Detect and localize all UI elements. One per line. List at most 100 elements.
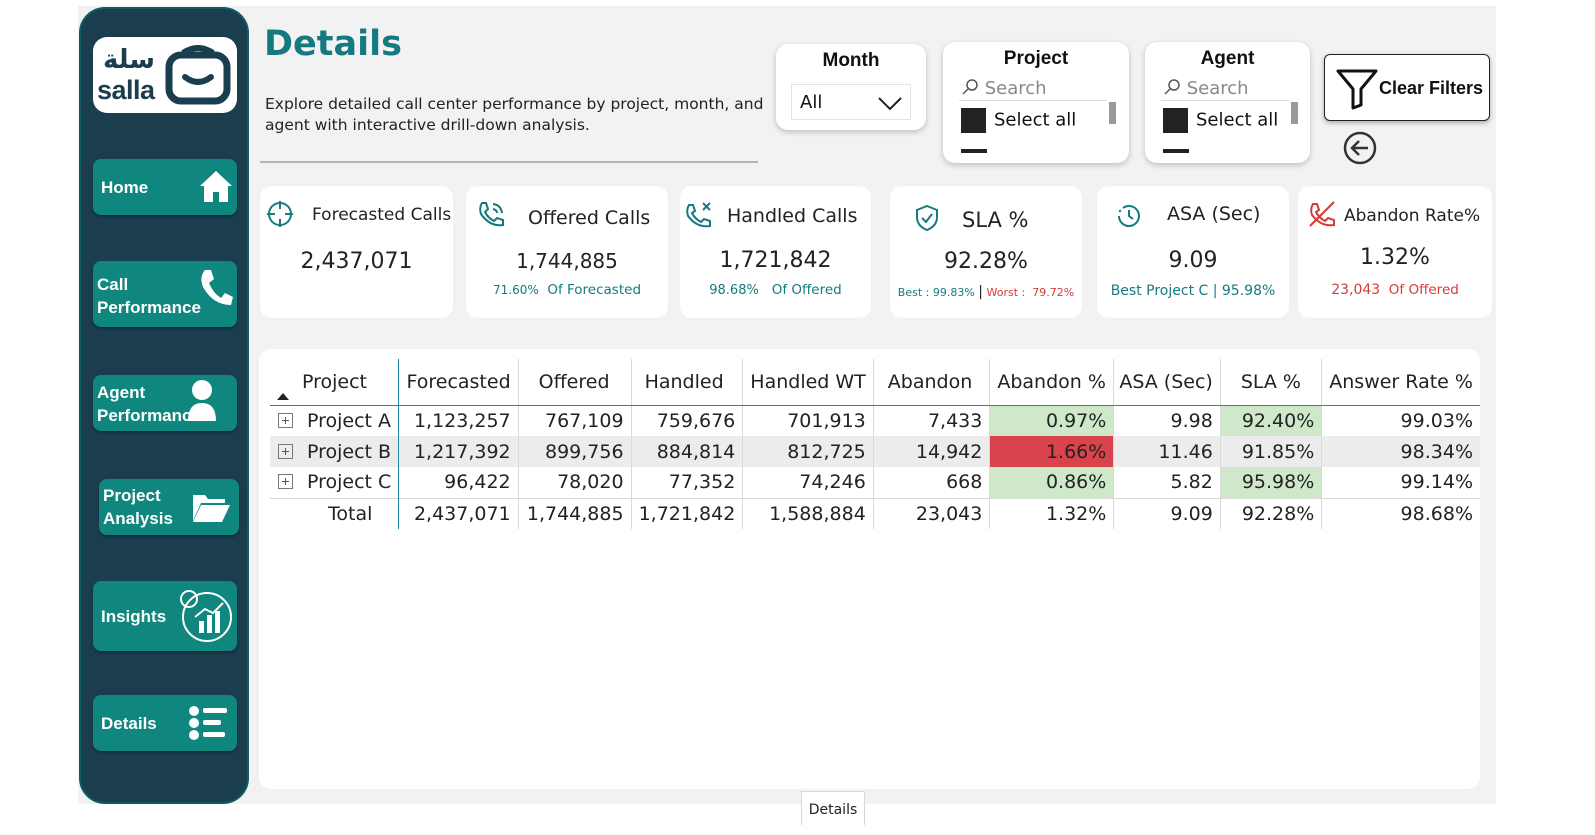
table-cell: 11.46 <box>1113 436 1221 467</box>
nav-project-analysis-button[interactable]: Project Analysis <box>99 479 239 535</box>
title-divider <box>260 161 758 163</box>
row-label-project-b[interactable]: Project B <box>270 436 400 467</box>
col-header-sla-pct[interactable]: SLA % <box>1220 359 1323 406</box>
month-dropdown[interactable]: All <box>791 84 911 120</box>
kpi-offered-sub: 71.60% Of Forecasted <box>466 282 668 298</box>
table-cell: 99.14% <box>1400 471 1473 494</box>
nav-details-button[interactable]: Details <box>93 695 237 751</box>
project-search-underline <box>959 100 1107 101</box>
table-cell: 1.32% <box>989 497 1115 529</box>
kpi-abandon-sub-count: 23,043 <box>1331 282 1381 298</box>
agent-partial-item <box>1163 149 1189 153</box>
table-cell: 98.68% <box>1321 497 1480 529</box>
project-partial-item <box>961 149 987 153</box>
agent-select-all-checkbox[interactable] <box>1163 108 1188 133</box>
table-row[interactable]: Project C 96,422 78,020 77,352 74,246 66… <box>270 467 1480 498</box>
nav-agent-performance-label: Agent Performance <box>97 383 201 425</box>
logo-arabic-text: سلة <box>103 45 155 75</box>
nav-project-analysis-label: Project Analysis <box>103 486 173 528</box>
expand-icon[interactable] <box>278 412 293 428</box>
agent-select-all[interactable]: Select all <box>1163 108 1278 133</box>
col-header-answer-rate[interactable]: Answer Rate % <box>1321 359 1480 406</box>
table-cell: 1,588,884 <box>742 497 874 529</box>
kpi-offered-sub-pct: 71.60% <box>492 283 539 297</box>
details-matrix-card: Project Forecasted Offered Handled Handl… <box>259 349 1480 789</box>
kpi-sla-separator: | <box>978 284 984 300</box>
salla-logo: سلة salla <box>93 37 237 113</box>
back-arrow-icon[interactable] <box>1343 131 1377 165</box>
table-cell: 1,744,885 <box>518 497 632 529</box>
project-search-placeholder: Search <box>984 78 1047 99</box>
nav-home-button[interactable]: Home <box>93 159 237 215</box>
clear-filters-button[interactable]: Clear Filters <box>1324 54 1490 121</box>
table-cell: 91.85% <box>1220 436 1323 467</box>
home-icon <box>200 171 232 202</box>
table-cell: 1,721,842 <box>631 497 744 529</box>
project-select-all[interactable]: Select all <box>961 108 1076 133</box>
table-cell: 812,725 <box>742 436 874 467</box>
table-cell-sla-good: 95.98% <box>1220 467 1323 498</box>
project-select-all-checkbox[interactable] <box>961 108 986 133</box>
page-tab-details[interactable]: Details <box>801 791 865 825</box>
table-cell: 92.28% <box>1220 497 1323 529</box>
kpi-handled-title: Handled Calls <box>727 205 858 227</box>
kpi-forecasted-title: Forecasted Calls <box>312 205 452 225</box>
agent-search-input[interactable]: Search <box>1163 78 1249 99</box>
table-cell: 78,020 <box>518 467 632 498</box>
kpi-abandon-sub-text: Of Offered <box>1388 282 1459 298</box>
col-header-abandon[interactable]: Abandon <box>873 359 991 406</box>
table-cell: 884,814 <box>631 436 744 467</box>
kpi-sla-best-label: Best : <box>897 286 930 299</box>
project-select-all-label: Select all <box>994 109 1077 131</box>
table-row[interactable]: Project B 1,217,392 899,756 884,814 812,… <box>270 436 1480 467</box>
kpi-asa-sub: Best Project C | 95.98% <box>1110 283 1276 299</box>
kpi-forecasted-card: Forecasted Calls 2,437,071 <box>260 186 453 318</box>
table-cell: 668 <box>873 467 991 498</box>
agent-slicer-scrollbar[interactable] <box>1291 102 1298 124</box>
nav-call-performance-label: Call Performance <box>97 275 201 317</box>
agent-select-all-label: Select all <box>1196 109 1279 131</box>
table-cell-abandon-pct-bad: 1.66% <box>989 436 1115 467</box>
table-cell-sla-good: 92.40% <box>1220 405 1323 436</box>
col-header-handled-wt[interactable]: Handled WT <box>742 359 874 406</box>
table-cell: 701,913 <box>742 405 874 436</box>
table-cell: 14,942 <box>873 436 991 467</box>
col-header-project[interactable]: Project <box>270 359 400 406</box>
project-search-input[interactable]: Search <box>961 78 1047 99</box>
kpi-sla-value: 92.28% <box>944 249 1028 274</box>
clear-filters-label: Clear Filters <box>1379 78 1484 98</box>
sidebar: سلة salla Home Call Performance Agent Pe… <box>79 7 249 804</box>
page-title: Details <box>264 24 402 64</box>
search-icon <box>962 79 978 95</box>
table-cell: 1,217,392 <box>398 436 519 467</box>
expand-icon[interactable] <box>278 443 293 459</box>
nav-home-label: Home <box>101 178 149 197</box>
table-cell: 1,123,257 <box>398 405 519 436</box>
kpi-asa-value: 9.09 <box>1168 248 1218 273</box>
table-cell: 5.82 <box>1113 467 1221 498</box>
nav-call-performance-button[interactable]: Call Performance <box>93 261 237 327</box>
nav-insights-button[interactable]: Insights <box>93 581 237 651</box>
month-dropdown-value: All <box>800 92 823 113</box>
row-label-project-a[interactable]: Project A <box>270 405 400 436</box>
chevron-down-icon <box>878 97 902 111</box>
kpi-offered-sub-text: Of Forecasted <box>547 282 642 298</box>
filter-icon <box>1336 69 1378 110</box>
agent-search-underline <box>1161 100 1289 101</box>
table-cell: 96,422 <box>398 467 519 498</box>
row-label-project-c[interactable]: Project C <box>270 467 400 498</box>
kpi-offered-card: Offered Calls 1,744,885 71.60% Of Foreca… <box>466 186 668 318</box>
col-header-offered[interactable]: Offered <box>518 359 632 406</box>
nav-agent-performance-button[interactable]: Agent Performance <box>93 375 237 431</box>
agent-search-placeholder: Search <box>1186 78 1249 99</box>
col-header-handled[interactable]: Handled <box>631 359 744 406</box>
table-row[interactable]: Project A 1,123,257 767,109 759,676 701,… <box>270 405 1480 436</box>
col-header-asa[interactable]: ASA (Sec) <box>1113 359 1221 406</box>
kpi-sla-card: SLA % 92.28% Best : 99.83% | Worst : 79.… <box>890 186 1082 318</box>
kpi-asa-card: ASA (Sec) 9.09 Best Project C | 95.98% <box>1097 186 1289 318</box>
project-slicer-scrollbar[interactable] <box>1109 102 1116 124</box>
col-header-abandon-pct[interactable]: Abandon % <box>989 359 1115 406</box>
col-header-forecasted[interactable]: Forecasted <box>398 359 519 406</box>
kpi-sla-worst-label: Worst : <box>986 286 1026 299</box>
expand-icon[interactable] <box>278 474 293 490</box>
